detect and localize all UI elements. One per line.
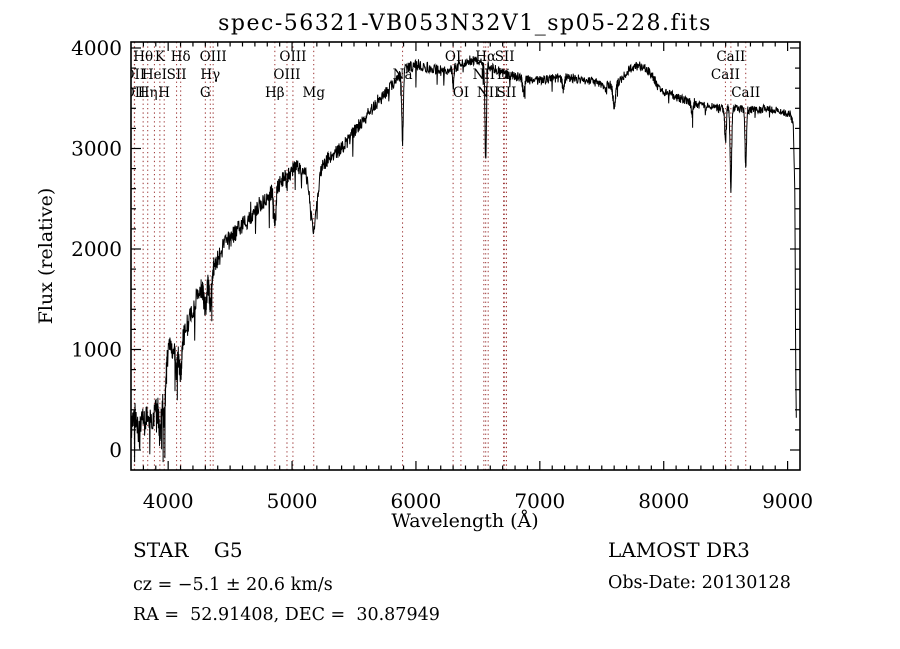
- spectral-line-label: SII: [497, 85, 517, 101]
- spectral-line-label: OIII: [200, 49, 227, 65]
- x-tick-label: 8000: [638, 489, 689, 513]
- spectral-line-label: CaII: [711, 67, 740, 83]
- spectral-line-label: NII: [477, 85, 499, 101]
- cz-text: cz = −5.1 ± 20.6 km/s: [133, 575, 333, 595]
- y-axis-label: Flux (relative): [35, 188, 57, 325]
- spectral-line-label: OI: [453, 85, 469, 101]
- spectral-line-label: Mg: [303, 85, 326, 101]
- spectral-line-label: OIII: [279, 49, 306, 65]
- radec-text: RA = 52.91408, DEC = 30.87949: [133, 605, 440, 625]
- plot-title: spec-56321-VB053N32V1_sp05-228.fits: [218, 11, 712, 36]
- x-tick-label: 9000: [762, 489, 813, 513]
- spectral-line-label: G: [200, 85, 211, 101]
- spectral-line-label: Hδ: [171, 49, 191, 65]
- spectral-line-label: Hθ: [133, 49, 153, 65]
- spectral-line-label: SII: [495, 49, 515, 65]
- plot-frame: [130, 41, 801, 471]
- x-tick-label: 4000: [143, 489, 194, 513]
- x-axis-label: Wavelength (Å): [391, 510, 538, 532]
- spectral-line-label: CaII: [731, 85, 760, 101]
- x-tick-label: 6000: [390, 489, 441, 513]
- spectral-line-label: HeI: [142, 67, 167, 83]
- spectral-line-label: Hη: [138, 85, 158, 101]
- spectral-line-label: Hγ: [200, 67, 220, 83]
- spectral-line-label: K: [155, 49, 166, 65]
- spectral-line-markers: [133, 42, 747, 470]
- spectral-line-label: Hβ: [265, 85, 285, 101]
- spectral-line-label: H: [158, 85, 170, 101]
- y-tick-label: 1000: [71, 338, 122, 362]
- classification-text: STAR G5: [133, 538, 243, 562]
- x-tick-label: 7000: [514, 489, 565, 513]
- survey-text: LAMOST DR3: [608, 538, 750, 562]
- y-tick-label: 4000: [71, 36, 122, 60]
- x-tick-label: 5000: [267, 489, 318, 513]
- spectral-line-label: SII: [167, 67, 187, 83]
- spectral-line-label: CaII: [716, 49, 745, 65]
- spectral-line-label: OI: [445, 49, 461, 65]
- spectrum-trace: [131, 55, 797, 463]
- y-tick-label: 0: [109, 438, 122, 462]
- y-tick-labels: 0 1000 2000 3000 4000: [71, 36, 122, 462]
- spectral-line-label: OII: [124, 85, 146, 101]
- y-tick-label: 3000: [71, 137, 122, 161]
- spectral-line-label: OII: [123, 67, 145, 83]
- x-tick-labels: 4000 5000 6000 7000 8000 9000: [143, 489, 813, 513]
- axis-ticks: [131, 42, 800, 470]
- spectral-line-label: OIII: [273, 67, 300, 83]
- y-tick-label: 2000: [71, 237, 122, 261]
- obsdate-text: Obs-Date: 20130128: [608, 573, 791, 593]
